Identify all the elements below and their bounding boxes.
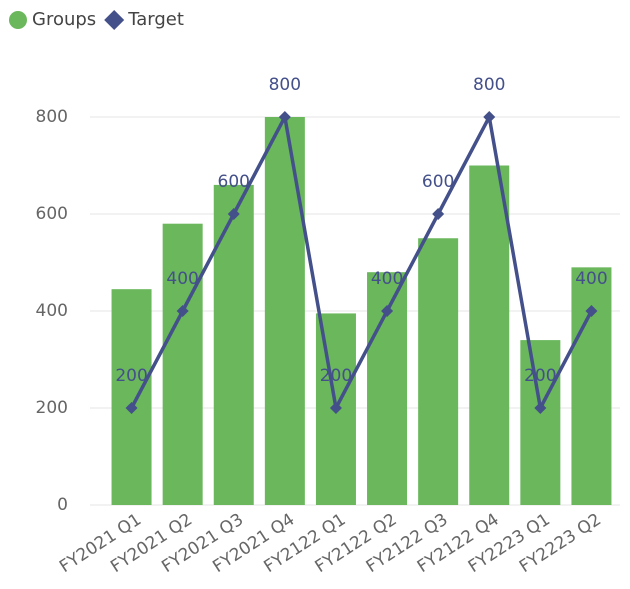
marker <box>381 305 394 317</box>
data-label: 600 <box>218 172 250 192</box>
data-label: 800 <box>269 75 301 95</box>
marker <box>227 208 240 220</box>
bar <box>111 289 152 505</box>
bar <box>520 340 561 505</box>
data-label: 400 <box>371 269 403 289</box>
y-tick-label: 800 <box>36 107 68 127</box>
bar <box>418 238 459 505</box>
marker <box>432 208 445 220</box>
bar <box>469 165 510 505</box>
marker <box>278 111 291 123</box>
marker <box>534 402 547 414</box>
legend-label: Groups <box>32 9 96 30</box>
data-label: 400 <box>166 269 198 289</box>
data-label: 400 <box>575 269 607 289</box>
legend-label: Target <box>127 9 184 30</box>
y-tick-label: 600 <box>36 204 68 224</box>
data-label: 200 <box>524 366 556 386</box>
bar <box>571 267 612 505</box>
line <box>130 115 593 410</box>
marker <box>329 402 342 414</box>
marker <box>176 305 189 317</box>
marker <box>483 111 496 123</box>
data-label: 200 <box>115 366 147 386</box>
bar <box>162 223 203 505</box>
data-label: 800 <box>473 75 505 95</box>
marker <box>125 402 138 414</box>
data-label: 200 <box>320 366 352 386</box>
bar <box>213 184 254 505</box>
data-label: 600 <box>422 172 454 192</box>
marker <box>585 305 598 317</box>
y-tick-label: 0 <box>57 495 68 515</box>
legend-swatch <box>9 11 27 29</box>
y-tick-label: 400 <box>36 301 68 321</box>
bar <box>264 117 305 505</box>
legend-swatch <box>104 10 125 30</box>
y-tick-label: 200 <box>36 398 68 418</box>
